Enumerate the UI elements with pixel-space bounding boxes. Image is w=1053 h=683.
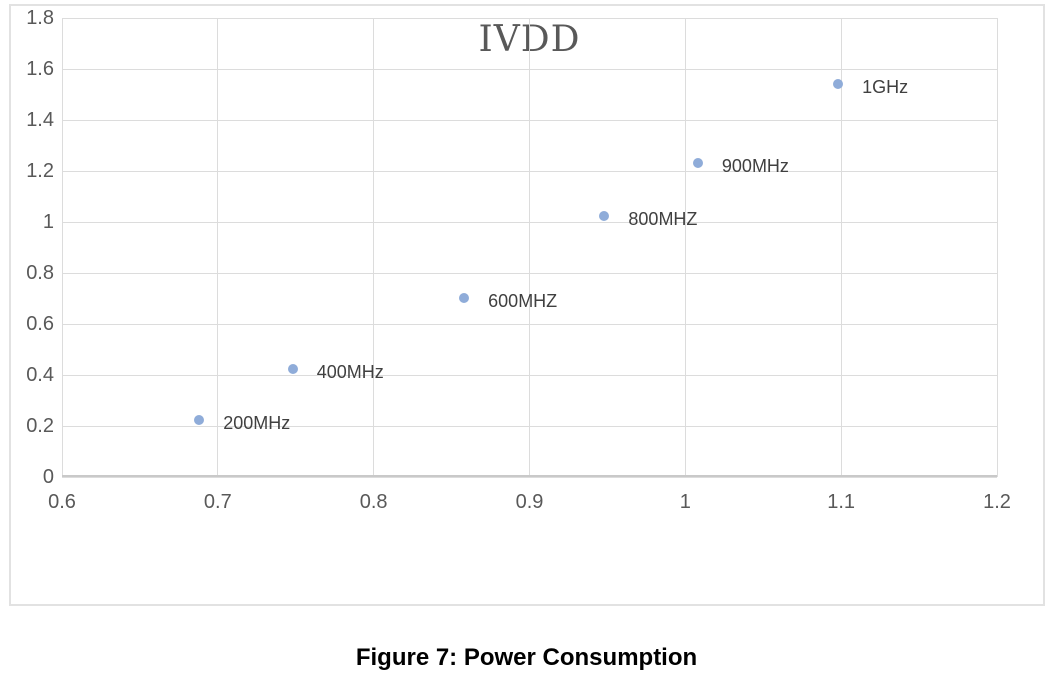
x-tick-label: 0.7 bbox=[203, 491, 232, 513]
y-tick-label: 0 bbox=[42, 466, 54, 488]
point-label: 600MHZ bbox=[488, 291, 558, 312]
y-tick-label: 0.6 bbox=[26, 313, 54, 335]
vertical-gridline bbox=[840, 18, 842, 477]
x-axis-line bbox=[62, 475, 997, 477]
x-tick-label: 0.8 bbox=[359, 491, 388, 513]
y-tick-label: 1.4 bbox=[26, 109, 54, 131]
x-tick-label: 1 bbox=[679, 491, 691, 513]
horizontal-gridline bbox=[62, 272, 997, 274]
y-tick-label: 1.2 bbox=[26, 160, 54, 182]
vertical-gridline bbox=[996, 18, 998, 477]
data-point bbox=[833, 78, 844, 89]
y-tick-label: 1.6 bbox=[26, 58, 54, 80]
horizontal-gridline bbox=[62, 68, 997, 70]
chart-container: IVDD 200MHz 400MHz 600MHZ 800MHZ 900MHz 1GHz … bbox=[9, 4, 1045, 606]
y-tick-label: 1.8 bbox=[26, 7, 54, 29]
point-label: 200MHz bbox=[223, 413, 291, 434]
horizontal-gridline bbox=[62, 374, 997, 376]
x-tick-label: 0.9 bbox=[515, 491, 544, 513]
y-tick-label: 0.8 bbox=[26, 262, 54, 284]
data-point bbox=[459, 293, 470, 304]
point-label: 400MHz bbox=[316, 362, 384, 383]
vertical-gridline bbox=[217, 18, 219, 477]
horizontal-gridline bbox=[62, 425, 997, 427]
point-label: 900MHz bbox=[721, 155, 789, 176]
plot-area: 200MHz 400MHz 600MHZ 800MHZ 900MHz 1GHz bbox=[61, 17, 998, 478]
horizontal-gridline bbox=[62, 170, 997, 172]
point-label: 800MHZ bbox=[628, 209, 698, 230]
horizontal-gridline bbox=[62, 323, 997, 325]
vertical-gridline bbox=[61, 18, 63, 477]
data-point bbox=[599, 211, 610, 222]
x-tick-label: 1.1 bbox=[827, 491, 856, 513]
y-tick-label: 0.2 bbox=[26, 415, 54, 437]
vertical-gridline bbox=[373, 18, 375, 477]
point-label: 1GHz bbox=[862, 76, 909, 97]
data-point bbox=[194, 415, 205, 426]
figure-caption: Figure 7: Power Consumption bbox=[355, 644, 698, 671]
chart-title: IVDD bbox=[478, 19, 581, 60]
data-point bbox=[287, 364, 298, 375]
data-point bbox=[692, 157, 703, 168]
vertical-gridline bbox=[529, 18, 530, 477]
y-tick-label: 1 bbox=[42, 211, 54, 233]
x-tick-label: 0.6 bbox=[48, 491, 76, 513]
vertical-gridline bbox=[684, 18, 686, 477]
horizontal-gridline bbox=[62, 119, 997, 121]
x-tick-label: 1.2 bbox=[983, 491, 1011, 513]
horizontal-gridline bbox=[62, 476, 997, 478]
horizontal-gridline bbox=[62, 17, 997, 19]
horizontal-gridline bbox=[62, 221, 997, 223]
y-tick-label: 0.4 bbox=[26, 364, 54, 386]
